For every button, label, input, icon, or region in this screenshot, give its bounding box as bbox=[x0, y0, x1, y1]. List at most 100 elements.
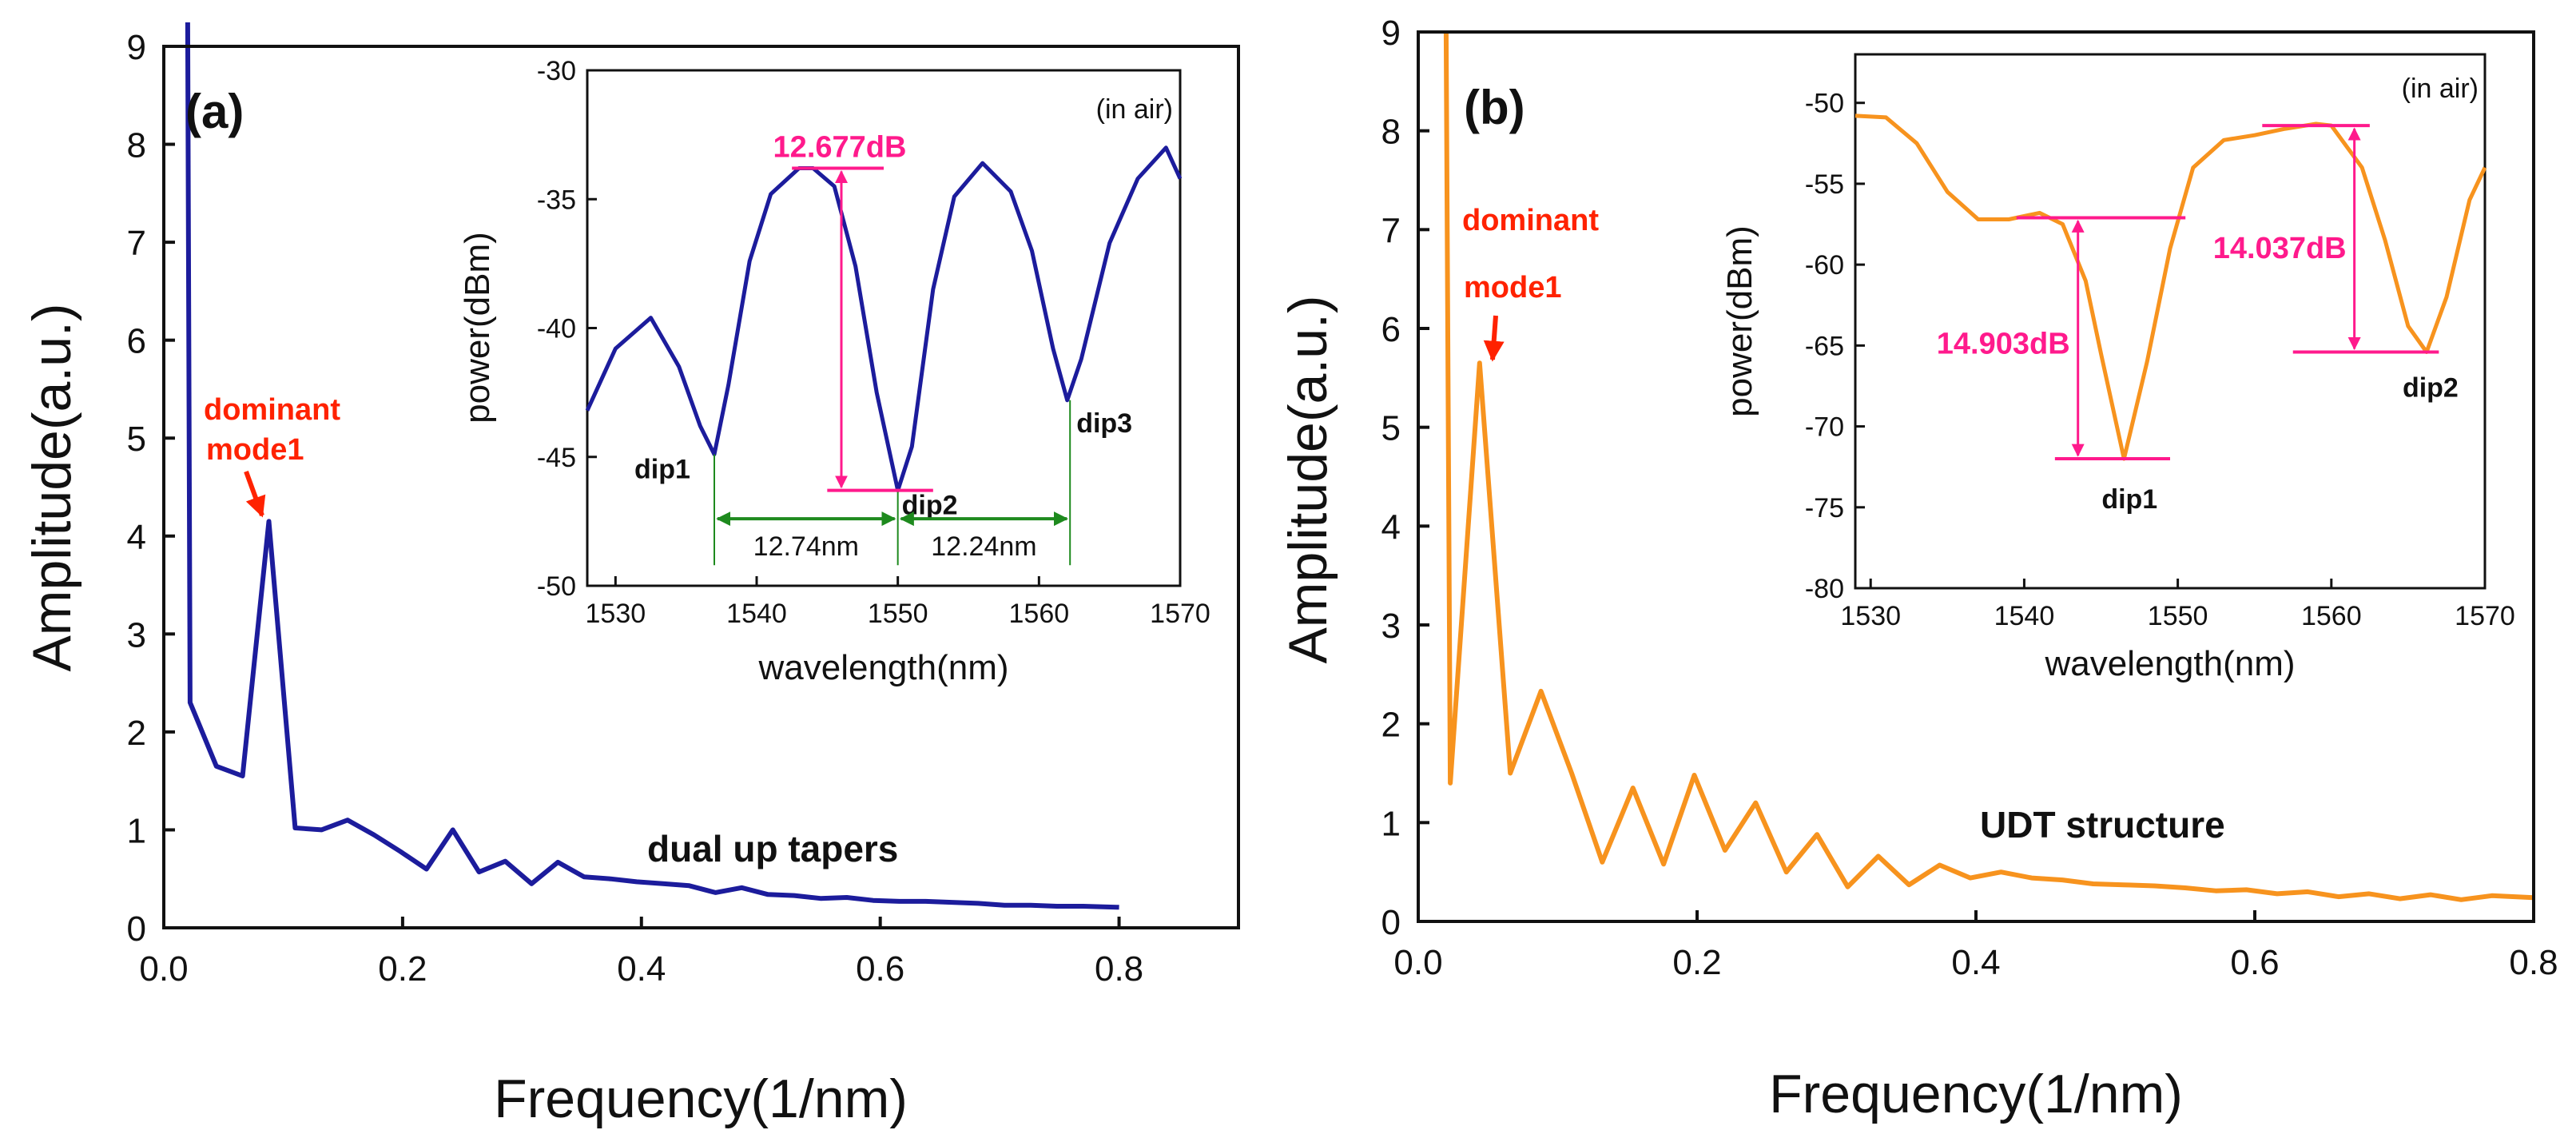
panel-b-inset-xtick-label: 1570 bbox=[2455, 601, 2515, 631]
panel-a-inset-xtick-label: 1540 bbox=[726, 599, 787, 629]
panel-b-inset-annotations: 14.903dB 14.037dB dip1 dip2 bbox=[1937, 124, 2459, 515]
dip-label: dip2 bbox=[902, 491, 958, 521]
panel-a-inset-ytick-label: -40 bbox=[537, 314, 576, 344]
panel-a-ytick-label: 1 bbox=[127, 811, 146, 850]
panel-a-inset-annotations: dip1 dip2 dip3 12.74nm 12.24nm 12.677dB bbox=[634, 131, 1132, 566]
extinction-label: 12.677dB bbox=[773, 131, 907, 165]
panel-b-mode-arrow bbox=[1483, 315, 1505, 362]
panel-b-inset-xtick-label: 1560 bbox=[2301, 601, 2362, 631]
panel-a-inset-ytick-label: -50 bbox=[537, 571, 576, 602]
panel-a-ytick-label: 2 bbox=[127, 714, 146, 753]
panel-a-ytick-label: 0 bbox=[127, 909, 146, 949]
panel-b-ytick-label: 3 bbox=[1381, 607, 1401, 646]
panel-a-inset: 1530 1540 1550 1560 1570 -30 -35 -40 -45 -50 dip1… bbox=[458, 56, 1210, 687]
panel-a-inset-note: (in air) bbox=[1096, 94, 1173, 125]
panel-a-structure-label: dual up tapers bbox=[647, 828, 898, 869]
panel-a-xtick-label: 0.0 bbox=[139, 949, 188, 989]
panel-a-inset-xtick-label: 1550 bbox=[868, 599, 928, 629]
panel-b-ytick-label: 1 bbox=[1381, 804, 1401, 843]
panel-b-ytick-label: 4 bbox=[1381, 507, 1401, 547]
panel-b-inset-xlabel: wavelength(nm) bbox=[2044, 644, 2295, 683]
panel-b-inset-ytick-label: -70 bbox=[1805, 412, 1844, 443]
dip-label: dip1 bbox=[634, 455, 690, 485]
panel-b-ytick-label: 7 bbox=[1381, 211, 1401, 250]
panel-b-ytick-label: 5 bbox=[1381, 409, 1401, 448]
panel-a-inset-ylabel: power(dBm) bbox=[458, 232, 497, 424]
panel-a-ytick-label: 9 bbox=[127, 28, 146, 67]
panel-a-inset-ytick-label: -35 bbox=[537, 185, 576, 215]
panel-b-axes: 0.0 0.2 0.4 0.6 0.8 0 1 2 3 4 5 6 7 8 9 bbox=[1381, 14, 2558, 982]
panel-b: 0.0 0.2 0.4 0.6 0.8 0 1 2 3 4 5 6 7 8 9 (b) Frequency(… bbox=[1278, 14, 2558, 1124]
panel-b-mode-text-1: dominant bbox=[1462, 204, 1599, 237]
panel-a-xlabel: Frequency(1/nm) bbox=[494, 1068, 908, 1129]
panel-a-ytick-label: 4 bbox=[127, 518, 146, 557]
panel-b-inset-ytick-label: -60 bbox=[1805, 250, 1844, 281]
panel-b-inset-ytick-label: -50 bbox=[1805, 89, 1844, 119]
panel-a-xtick-label: 0.4 bbox=[617, 949, 666, 989]
panel-a-ytick-label: 5 bbox=[127, 420, 146, 459]
panel-b-ytick-label: 0 bbox=[1381, 903, 1401, 942]
panel-b-inset-ytick-label: -75 bbox=[1805, 493, 1844, 523]
panel-b-ytick-label: 2 bbox=[1381, 706, 1401, 745]
panel-b-structure-label: UDT structure bbox=[1980, 804, 2225, 846]
panel-a-inset-axes: 1530 1540 1550 1560 1570 -30 -35 -40 -45 -50 bbox=[537, 56, 1210, 629]
panel-b-mode-text-2: mode1 bbox=[1464, 271, 1561, 304]
panel-b-inset-note: (in air) bbox=[2402, 74, 2479, 104]
panel-a-axes: 0.0 0.2 0.4 0.6 0.8 0 1 2 3 4 5 6 7 8 9 bbox=[127, 28, 1144, 989]
panel-b-inset-xtick-label: 1540 bbox=[1994, 601, 2055, 631]
panel-a-mode-arrow bbox=[244, 470, 266, 518]
spacing-label: 12.74nm bbox=[753, 531, 859, 562]
panel-b-inset-xtick-label: 1530 bbox=[1840, 601, 1901, 631]
panel-b-xtick-label: 0.4 bbox=[1951, 943, 2000, 982]
panel-a-ytick-label: 8 bbox=[127, 126, 146, 165]
panel-a-inset-ytick-label: -30 bbox=[537, 56, 576, 86]
panel-a-inset-xtick-label: 1570 bbox=[1150, 599, 1210, 629]
extinction-label: 14.037dB bbox=[2213, 232, 2347, 265]
panel-a-inset-xtick-label: 1560 bbox=[1009, 599, 1070, 629]
panel-b-inset-ytick-label: -65 bbox=[1805, 331, 1844, 361]
panel-a-series-line bbox=[185, 22, 1119, 910]
panel-a: 0.0 0.2 0.4 0.6 0.8 0 1 2 3 4 5 6 7 8 9 (a) Frequency(… bbox=[22, 22, 1240, 1129]
panel-b-xtick-label: 0.2 bbox=[1672, 943, 1721, 982]
dip-label: dip2 bbox=[2403, 372, 2459, 403]
dip-label: dip3 bbox=[1076, 408, 1132, 439]
panel-b-inset-frame bbox=[1854, 53, 2487, 590]
panel-b-inset-ylabel: power(dBm) bbox=[1720, 225, 1759, 417]
panel-b-ytick-label: 6 bbox=[1381, 310, 1401, 349]
panel-b-inset-xtick-label: 1550 bbox=[2148, 601, 2208, 631]
panel-b-inset: 1530 1540 1550 1560 1570 -50 -55 -60 -65 -70 -75 -8… bbox=[1720, 53, 2515, 683]
panel-a-xtick-label: 0.8 bbox=[1095, 949, 1143, 989]
panel-a-ytick-label: 6 bbox=[127, 322, 146, 361]
panel-b-frame bbox=[1417, 30, 2535, 923]
panel-b-xlabel: Frequency(1/nm) bbox=[1769, 1064, 2183, 1124]
panel-a-inset-xlabel: wavelength(nm) bbox=[757, 648, 1008, 687]
panel-b-xtick-label: 0.6 bbox=[2230, 943, 2279, 982]
panel-a-ylabel: Amplitude(a.u.) bbox=[22, 303, 82, 671]
spacing-label: 12.24nm bbox=[931, 531, 1036, 562]
dip-label: dip1 bbox=[2101, 484, 2157, 515]
panel-b-series-line bbox=[1443, 31, 2534, 902]
panel-a-inset-xtick-label: 1530 bbox=[586, 599, 646, 629]
extinction-label: 14.903dB bbox=[1937, 327, 2070, 360]
panel-b-inset-ytick-label: -55 bbox=[1805, 169, 1844, 200]
panel-b-inset-axes: 1530 1540 1550 1560 1570 -50 -55 -60 -65 -70 -75 -8… bbox=[1805, 89, 2515, 631]
panel-a-label: (a) bbox=[185, 85, 244, 138]
panel-a-inset-ytick-label: -45 bbox=[537, 443, 576, 473]
panel-b-xtick-label: 0.8 bbox=[2509, 943, 2558, 982]
panel-a-xtick-label: 0.6 bbox=[856, 949, 904, 989]
panel-b-inset-line bbox=[1854, 113, 2487, 461]
panel-b-ytick-label: 9 bbox=[1381, 14, 1401, 53]
panel-b-ytick-label: 8 bbox=[1381, 113, 1401, 152]
panel-b-label: (b) bbox=[1464, 81, 1525, 134]
panel-a-frame bbox=[162, 45, 1240, 929]
panel-a-inset-line bbox=[585, 145, 1183, 493]
panel-b-ylabel: Amplitude(a.u.) bbox=[1278, 295, 1338, 663]
panel-a-ytick-label: 7 bbox=[127, 224, 146, 263]
panel-a-ytick-label: 3 bbox=[127, 615, 146, 655]
panel-b-xtick-label: 0.0 bbox=[1393, 943, 1442, 982]
panel-a-mode-text-2: mode1 bbox=[206, 433, 304, 467]
panel-a-xtick-label: 0.2 bbox=[378, 949, 427, 989]
panel-b-inset-ytick-label: -80 bbox=[1805, 574, 1844, 604]
panel-a-mode-text-1: dominant bbox=[204, 393, 340, 427]
